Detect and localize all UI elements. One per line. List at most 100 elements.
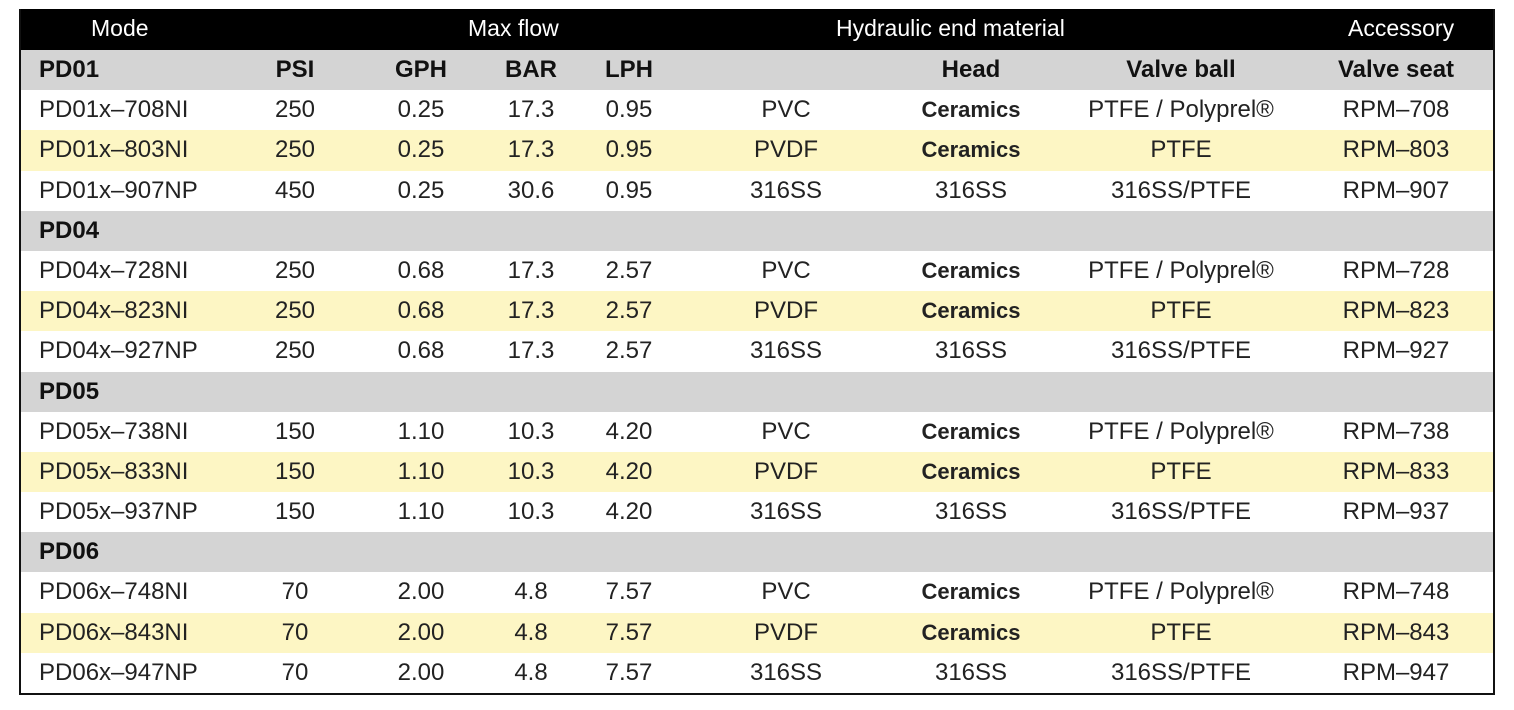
cell-valve-ball: PTFE / Polyprel® — [1088, 578, 1274, 606]
group-name: PD04 — [39, 216, 100, 244]
cell-head: Ceramics — [921, 458, 1021, 484]
cell-head: 316SS — [934, 337, 1008, 365]
cell-model: PD06x–843NI — [39, 618, 189, 646]
table-row: PD05x–833NI 150 1.10 10.3 4.20 PVDF Ceramics PT… — [21, 451, 1493, 493]
cell-material: PVC — [761, 256, 811, 284]
column-header-head: Head — [941, 56, 1001, 83]
cell-psi: 150 — [274, 417, 316, 445]
cell-bar: 4.8 — [514, 578, 548, 606]
cell-valve-ball: PTFE / Polyprel® — [1088, 256, 1274, 284]
cell-bar: 4.8 — [514, 658, 548, 686]
cell-psi: 70 — [281, 578, 309, 606]
cell-bar: 17.3 — [507, 337, 555, 365]
column-header-valve-seat: Valve seat — [1337, 56, 1455, 83]
cell-bar: 10.3 — [507, 417, 555, 445]
cell-gph: 0.25 — [397, 176, 445, 204]
cell-valve-seat: RPM–907 — [1342, 176, 1450, 204]
cell-valve-ball: 316SS/PTFE — [1110, 337, 1252, 365]
table-row: PD01x–907NP 450 0.25 30.6 0.95 316SS 316SS 316S… — [21, 171, 1493, 211]
cell-head: 316SS — [934, 658, 1008, 686]
cell-material: PVC — [761, 417, 811, 445]
cell-bar: 30.6 — [507, 176, 555, 204]
cell-head: 316SS — [934, 176, 1008, 204]
cell-valve-ball: 316SS/PTFE — [1110, 498, 1252, 526]
cell-psi: 250 — [274, 96, 316, 124]
group-name: PD06 — [39, 538, 100, 566]
table-header: Mode Max flow Hydraulic end material Acc… — [21, 9, 1493, 50]
cell-bar: 10.3 — [507, 498, 555, 526]
table-row: PD06x–748NI 70 2.00 4.8 7.57 PVC Ceramics PTFE … — [21, 572, 1493, 612]
cell-gph: 1.10 — [397, 498, 445, 526]
cell-material: 316SS — [749, 498, 823, 526]
cell-valve-ball: PTFE / Polyprel® — [1088, 96, 1274, 124]
group-row: PD06 — [21, 532, 1493, 573]
table-row: PD05x–937NP 150 1.10 10.3 4.20 316SS 316SS 316S… — [21, 492, 1493, 532]
cell-material: PVDF — [753, 457, 818, 485]
header-max-flow: Max flow — [468, 15, 559, 41]
cell-model: PD01x–708NI — [39, 96, 189, 124]
cell-valve-seat: RPM–708 — [1342, 96, 1450, 124]
cell-valve-ball: 316SS/PTFE — [1110, 176, 1252, 204]
table-row: PD06x–947NP 70 2.00 4.8 7.57 316SS 316SS 316SS/… — [21, 653, 1493, 693]
cell-lph: 2.57 — [605, 337, 653, 365]
cell-lph: 7.57 — [605, 578, 653, 606]
cell-valve-seat: RPM–728 — [1342, 256, 1450, 284]
cell-psi: 250 — [274, 297, 316, 325]
cell-gph: 2.00 — [397, 618, 445, 646]
table-row: PD06x–843NI 70 2.00 4.8 7.57 PVDF Ceramics PTFE… — [21, 612, 1493, 653]
header-mode: Mode — [91, 15, 149, 41]
cell-lph: 7.57 — [605, 618, 653, 646]
pump-spec-table: Mode Max flow Hydraulic end material Acc… — [19, 9, 1495, 695]
table-row: PD04x–927NP 250 0.68 17.3 2.57 316SS 316SS 316S… — [21, 331, 1493, 371]
cell-bar: 17.3 — [507, 136, 555, 164]
cell-lph: 0.95 — [605, 136, 653, 164]
cell-valve-seat: RPM–937 — [1342, 498, 1450, 526]
cell-gph: 1.10 — [397, 417, 445, 445]
cell-material: 316SS — [749, 658, 823, 686]
cell-material: PVDF — [753, 297, 818, 325]
cell-gph: 0.68 — [397, 256, 445, 284]
cell-valve-seat: RPM–823 — [1342, 297, 1450, 325]
cell-valve-seat: RPM–843 — [1342, 618, 1450, 646]
group-name: PD05 — [39, 377, 100, 405]
cell-psi: 70 — [281, 658, 309, 686]
cell-model: PD05x–738NI — [39, 417, 189, 445]
cell-psi: 250 — [274, 256, 316, 284]
cell-head: Ceramics — [921, 137, 1021, 163]
cell-gph: 1.10 — [397, 457, 445, 485]
cell-head: Ceramics — [921, 97, 1021, 123]
cell-valve-ball: PTFE — [1150, 297, 1212, 325]
cell-material: PVDF — [753, 618, 818, 646]
cell-valve-ball: PTFE — [1150, 618, 1212, 646]
cell-gph: 0.68 — [397, 337, 445, 365]
cell-valve-seat: RPM–947 — [1342, 658, 1450, 686]
cell-psi: 250 — [274, 136, 316, 164]
cell-material: PVC — [761, 578, 811, 606]
cell-psi: 70 — [281, 618, 309, 646]
cell-bar: 10.3 — [507, 457, 555, 485]
cell-lph: 0.95 — [605, 96, 653, 124]
cell-material: PVC — [761, 96, 811, 124]
cell-gph: 2.00 — [397, 658, 445, 686]
cell-model: PD04x–728NI — [39, 256, 189, 284]
column-header-valve-ball: Valve ball — [1126, 56, 1236, 83]
cell-head: Ceramics — [921, 298, 1021, 324]
cell-material: 316SS — [749, 337, 823, 365]
cell-model: PD04x–927NP — [39, 337, 198, 365]
table-row: PD05x–738NI 150 1.10 10.3 4.20 PVC Ceramics PTF… — [21, 412, 1493, 452]
cell-valve-seat: RPM–738 — [1342, 417, 1450, 445]
cell-head: Ceramics — [921, 619, 1021, 645]
cell-lph: 4.20 — [605, 498, 653, 526]
cell-lph: 4.20 — [605, 417, 653, 445]
table-row: PD01x–803NI 250 0.25 17.3 0.95 PVDF Ceramics PT… — [21, 130, 1493, 171]
table-row: PD04x–728NI 250 0.68 17.3 2.57 PVC Ceramics PTF… — [21, 251, 1493, 291]
table-row: PD01x–708NI 250 0.25 17.3 0.95 PVC Ceramics PTF… — [21, 90, 1493, 130]
cell-valve-seat: RPM–833 — [1342, 457, 1450, 485]
cell-valve-ball: PTFE — [1150, 136, 1212, 164]
cell-psi: 150 — [274, 498, 316, 526]
cell-valve-ball: PTFE / Polyprel® — [1088, 417, 1274, 445]
cell-bar: 17.3 — [507, 297, 555, 325]
cell-valve-ball: 316SS/PTFE — [1110, 658, 1252, 686]
cell-valve-seat: RPM–927 — [1342, 337, 1450, 365]
cell-lph: 0.95 — [605, 176, 653, 204]
